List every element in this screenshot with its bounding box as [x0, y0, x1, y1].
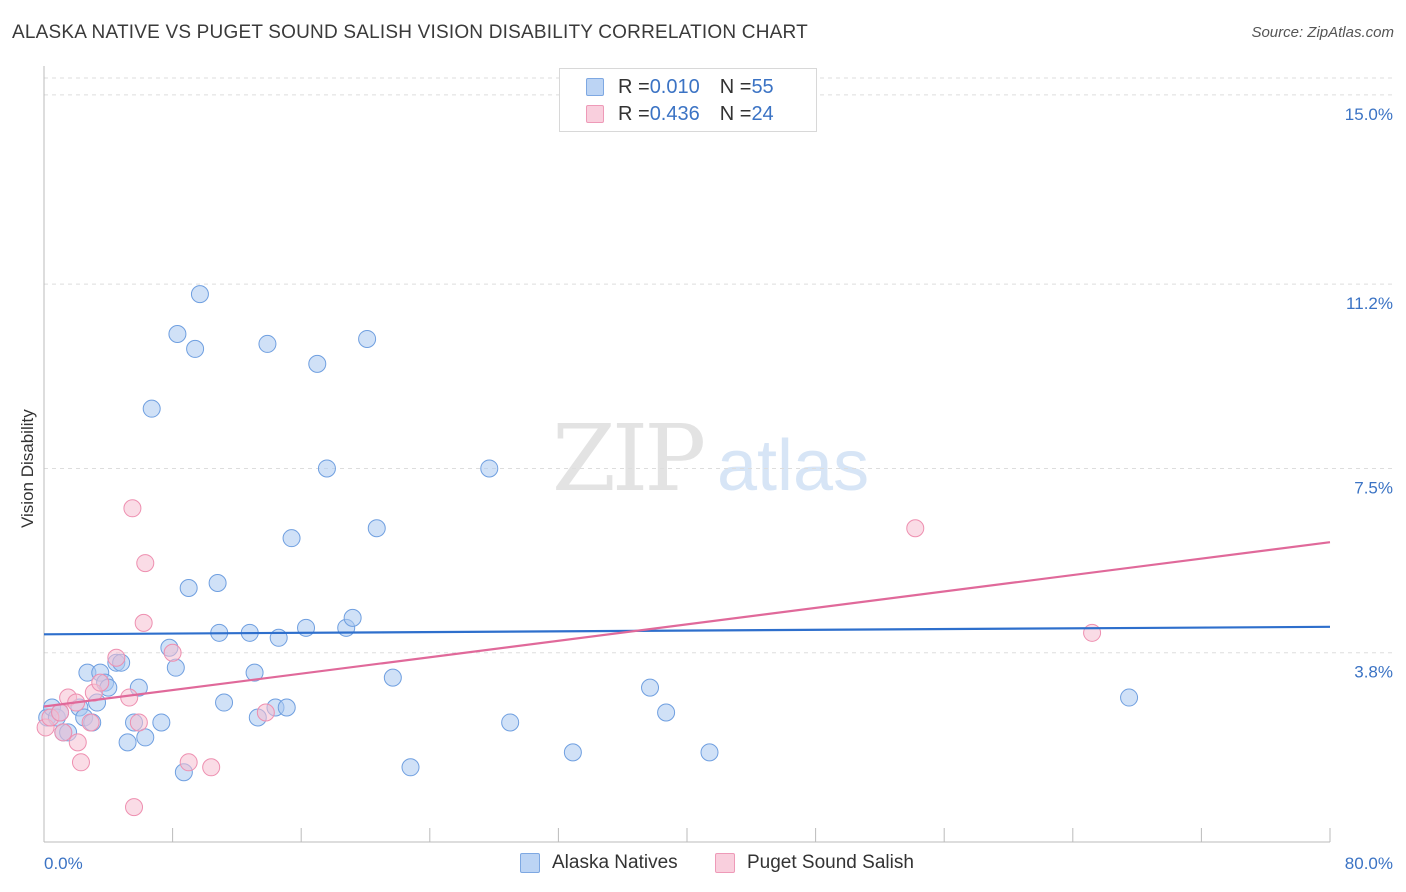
point-alaska-natives	[168, 324, 187, 343]
point-puget-sound-salish	[120, 688, 139, 707]
point-puget-sound-salish	[163, 643, 182, 662]
legend-r-value: 0.436	[649, 102, 700, 125]
point-puget-sound-salish	[134, 613, 153, 632]
y-tick-label: 11.2%	[1346, 294, 1393, 313]
point-puget-sound-salish	[129, 713, 148, 732]
point-alaska-natives	[208, 574, 227, 593]
trendline-alaska-natives	[43, 625, 1331, 636]
point-alaska-natives	[317, 459, 336, 478]
legend-n-value: 55	[751, 75, 774, 98]
point-puget-sound-salish	[91, 673, 110, 692]
point-puget-sound-salish	[71, 753, 90, 772]
point-alaska-natives	[118, 733, 137, 752]
point-alaska-natives	[179, 578, 198, 597]
point-puget-sound-salish	[68, 733, 87, 752]
x-tick-label-max: 80.0%	[1345, 854, 1393, 873]
bottom-legend-swatch-blue	[520, 853, 540, 873]
point-alaska-natives	[258, 334, 277, 353]
trendline-puget-sound-salish	[43, 541, 1331, 708]
bottom-legend-label: Puget Sound Salish	[747, 852, 914, 873]
point-puget-sound-salish	[125, 798, 144, 817]
point-alaska-natives	[358, 329, 377, 348]
source-label: Source: ZipAtlas.com	[1251, 24, 1394, 41]
point-puget-sound-salish	[1083, 623, 1102, 642]
y-tick-label: 7.5%	[1354, 478, 1393, 497]
point-alaska-natives	[136, 728, 155, 747]
point-alaska-natives	[186, 339, 205, 358]
bottom-legend-swatch-pink	[715, 853, 735, 873]
watermark-atlas: atlas	[717, 426, 869, 506]
point-alaska-natives	[282, 529, 301, 548]
legend-n-label: N =	[719, 75, 752, 98]
point-alaska-natives	[215, 693, 234, 712]
point-alaska-natives	[190, 285, 209, 304]
point-alaska-natives	[367, 519, 386, 538]
y-axis-label: Vision Disability	[18, 409, 37, 528]
point-alaska-natives	[641, 678, 660, 697]
point-alaska-natives	[401, 758, 420, 777]
bottom-legend-label: Alaska Natives	[552, 852, 678, 873]
point-alaska-natives	[563, 743, 582, 762]
point-puget-sound-salish	[54, 723, 73, 742]
point-puget-sound-salish	[107, 648, 126, 667]
point-alaska-natives	[480, 459, 499, 478]
point-puget-sound-salish	[81, 713, 100, 732]
point-puget-sound-salish	[136, 554, 155, 573]
point-alaska-natives	[152, 713, 171, 732]
point-alaska-natives	[383, 668, 402, 687]
point-alaska-natives	[1120, 688, 1139, 707]
point-alaska-natives	[501, 713, 520, 732]
point-puget-sound-salish	[179, 753, 198, 772]
legend-n-label: N =	[719, 102, 752, 125]
bottom-legend-alaska-natives: Alaska Natives	[520, 852, 678, 874]
legend-r-label: R =	[618, 102, 650, 125]
point-alaska-natives	[142, 399, 161, 418]
point-alaska-natives	[166, 658, 185, 677]
legend-swatch-pink	[586, 105, 604, 123]
correlation-legend: R = 0.010 N = 55 R = 0.436 N = 24	[559, 68, 817, 132]
point-alaska-natives	[657, 703, 676, 722]
legend-swatch-blue	[586, 78, 604, 96]
bottom-legend-puget-sound-salish: Puget Sound Salish	[715, 852, 914, 874]
point-puget-sound-salish	[51, 703, 70, 722]
point-puget-sound-salish	[123, 499, 142, 518]
point-puget-sound-salish	[256, 703, 275, 722]
point-alaska-natives	[277, 698, 296, 717]
legend-row-alaska-natives: R = 0.010 N = 55	[586, 75, 774, 99]
watermark-zip: ZIP	[552, 405, 703, 512]
legend-r-label: R =	[618, 75, 650, 98]
x-tick-label-min: 0.0%	[44, 854, 83, 873]
point-puget-sound-salish	[906, 519, 925, 538]
point-alaska-natives	[700, 743, 719, 762]
point-puget-sound-salish	[202, 758, 221, 777]
chart-title: ALASKA NATIVE VS PUGET SOUND SALISH VISI…	[12, 22, 808, 43]
point-alaska-natives	[245, 663, 264, 682]
legend-n-value: 24	[751, 102, 774, 125]
y-tick-label: 3.8%	[1354, 663, 1393, 682]
legend-r-value: 0.010	[649, 75, 700, 98]
point-alaska-natives	[308, 354, 327, 373]
y-tick-label: 15.0%	[1345, 105, 1393, 124]
point-alaska-natives	[343, 608, 362, 627]
legend-row-puget-sound-salish: R = 0.436 N = 24	[586, 102, 774, 126]
